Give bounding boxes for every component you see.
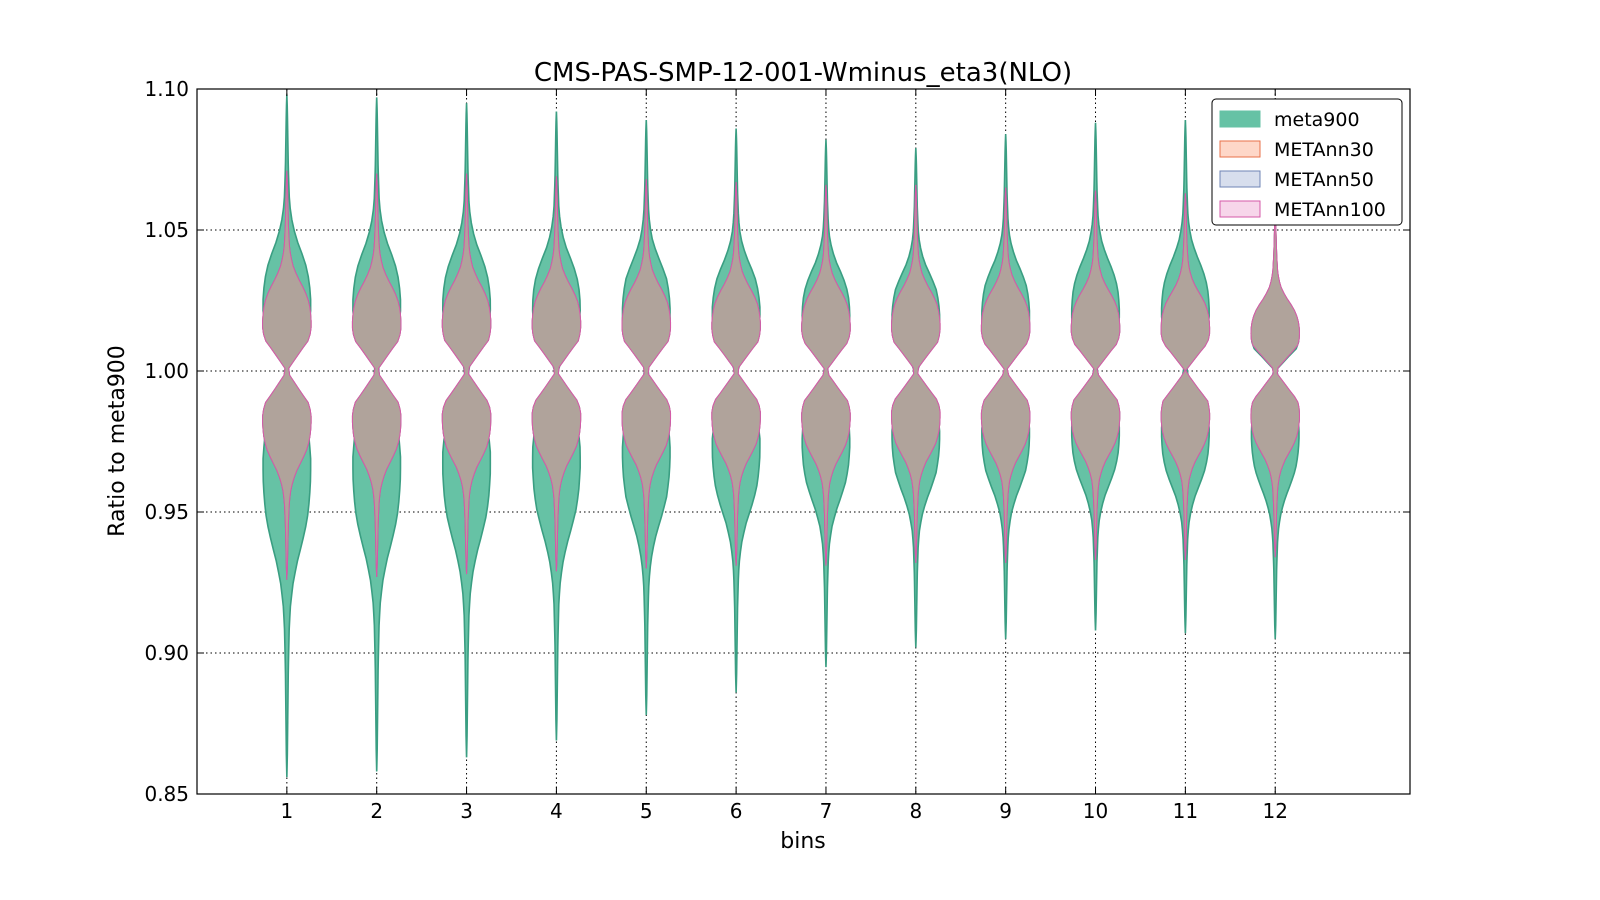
violin-METAnn100-bin-2 (351, 173, 402, 577)
violin-METAnn100-bin-10 (1070, 190, 1121, 560)
x-tick-label: 11 (1173, 799, 1198, 823)
x-tick-label: 6 (730, 799, 743, 823)
legend-box (1211, 98, 1403, 226)
violin-METAnn100-bin-4 (531, 176, 582, 572)
series-METAnn30 (262, 170, 1300, 580)
violins (262, 94, 1300, 778)
x-axis-label: bins (780, 829, 825, 854)
y-tick-label: 1.10 (144, 77, 189, 101)
plot-frame (196, 88, 1411, 795)
violin-METAnn100-bin-7 (801, 184, 851, 566)
x-tick-label: 8 (909, 799, 922, 823)
legend-swatch-METAnn50 (1219, 170, 1261, 188)
y-tick-label: 0.90 (144, 641, 189, 665)
legend-swatch-METAnn100 (1219, 200, 1261, 218)
legend-swatch-meta900 (1219, 110, 1261, 128)
x-tick-label: 12 (1262, 799, 1287, 823)
x-tick-label: 1 (280, 799, 293, 823)
legend-label: meta900 (1274, 109, 1360, 131)
y-axis: 0.85 0.90 0.95 1.00 1.05 1.10 (144, 77, 1410, 806)
x-tick-label: 4 (550, 799, 563, 823)
y-tick-label: 0.95 (144, 500, 189, 524)
series-meta900 (262, 94, 1300, 778)
legend-label: METAnn50 (1274, 169, 1374, 191)
legend-label: METAnn30 (1274, 139, 1374, 161)
chart-title: CMS-PAS-SMP-12-001-Wminus_eta3(NLO) (534, 58, 1072, 88)
violin-METAnn100-bin-6 (711, 182, 761, 566)
violin-METAnn100-bin-11 (1160, 193, 1211, 560)
x-tick-label: 10 (1083, 799, 1108, 823)
x-tick-label: 5 (640, 799, 653, 823)
x-axis: 1 2 3 4 5 6 7 8 9 10 11 12 (280, 89, 1288, 823)
y-tick-label: 1.05 (144, 218, 189, 242)
violin-METAnn100-bin-5 (621, 179, 672, 569)
violin-METAnn100-bin-3 (441, 173, 492, 575)
y-tick-label: 1.00 (144, 359, 189, 383)
violin-METAnn100-bin-12 (1250, 213, 1300, 558)
y-tick-label: 0.85 (144, 782, 189, 806)
x-tick-label: 7 (820, 799, 833, 823)
violin-METAnn100-bin-1 (262, 170, 312, 580)
legend-label: METAnn100 (1274, 199, 1386, 221)
legend: meta900 METAnn30 METAnn50 METAnn100 (1211, 98, 1403, 226)
x-tick-label: 3 (460, 799, 473, 823)
x-tick-label: 9 (999, 799, 1012, 823)
legend-swatch-METAnn30 (1219, 140, 1261, 158)
series-METAnn50 (262, 170, 1300, 580)
x-tick-label: 2 (370, 799, 383, 823)
violin-METAnn100-bin-9 (980, 187, 1031, 563)
series-METAnn100 (262, 170, 1300, 580)
y-axis-label: Ratio to meta900 (105, 345, 130, 537)
violin-METAnn100-bin-8 (891, 184, 941, 563)
